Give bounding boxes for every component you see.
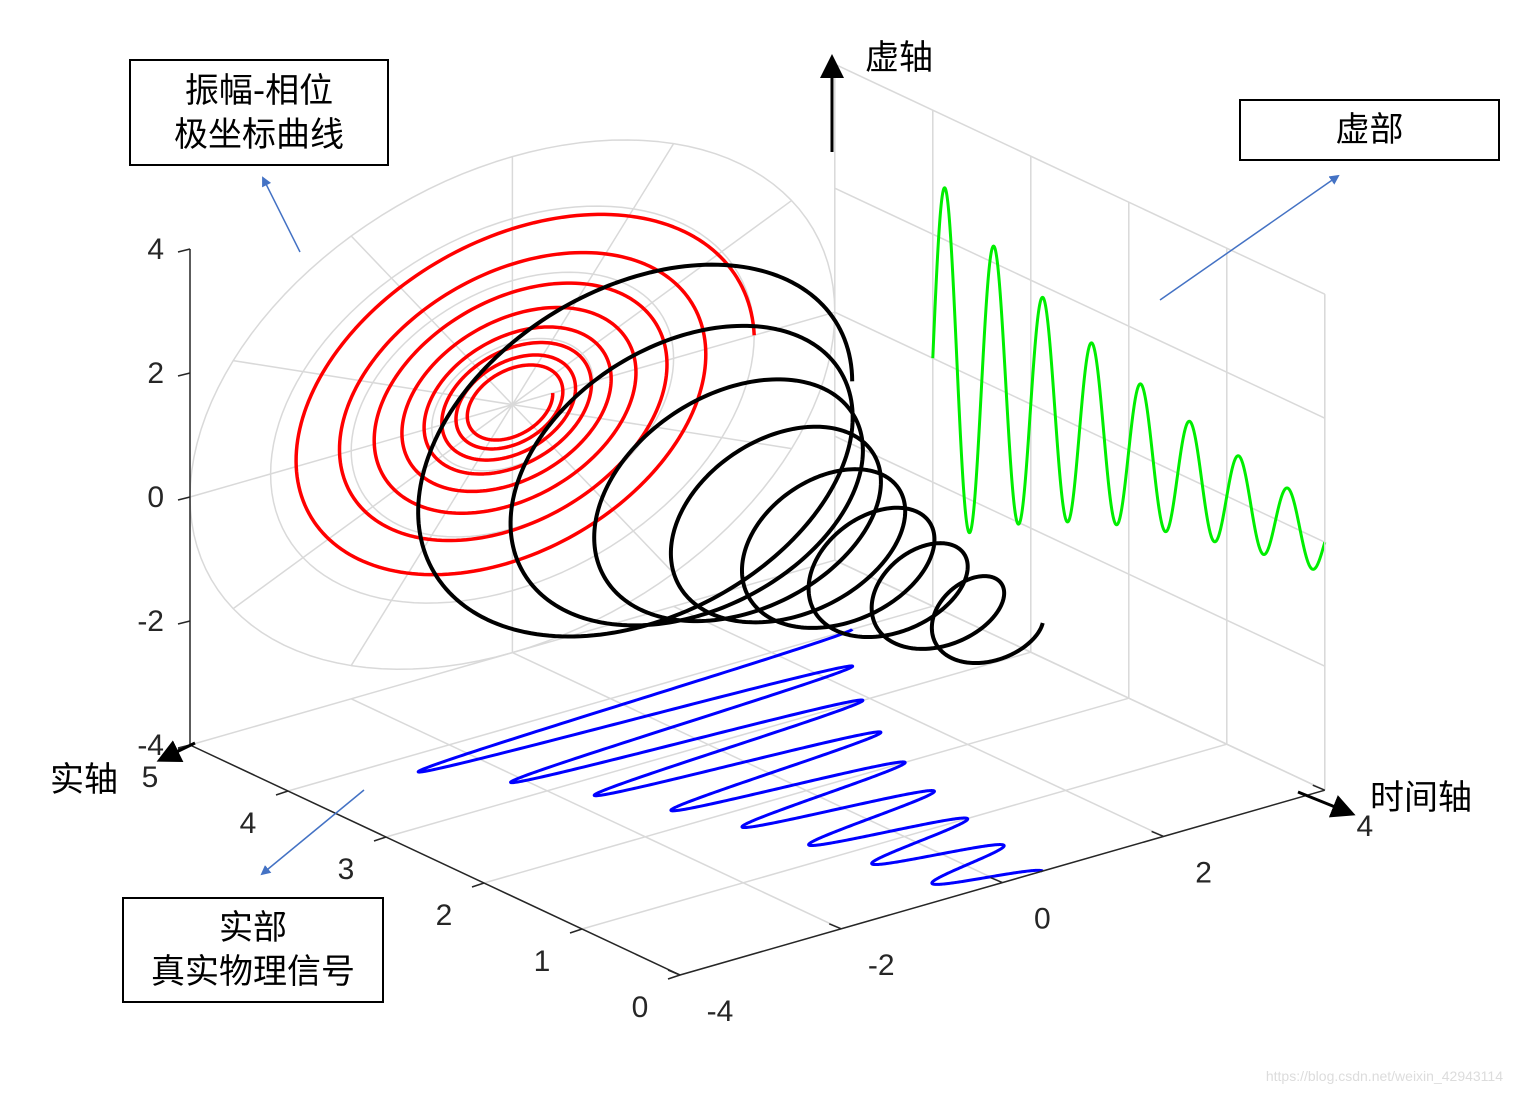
vertical-tick-label: -4 (137, 729, 164, 762)
annotation-arrows (156, 54, 1356, 876)
right-edge-tick-label: 0 (1034, 903, 1051, 936)
right-edge-tick (1151, 830, 1164, 838)
floor-grid-line (834, 559, 1326, 791)
left-edge-tick (667, 974, 681, 980)
right-edge-tick (1312, 784, 1326, 791)
complex-signal-helix (416, 262, 1045, 666)
left-edge-tick (373, 836, 387, 842)
curves (294, 186, 1327, 886)
polar-grid-spoke (512, 403, 792, 450)
imag-annotation-arrow (1159, 174, 1340, 301)
left-edge-tick (275, 790, 289, 796)
vertical-tick-label: 4 (147, 233, 164, 266)
vertical-tick (177, 620, 191, 625)
real-annotation-line2: 真实物理信号 (151, 952, 355, 992)
floor-grid-line (673, 605, 1164, 838)
wall-grid-line (834, 435, 1326, 667)
vertical-tick (177, 248, 191, 253)
right-edge-tick (667, 969, 681, 976)
right-edge-tick-label: 4 (1356, 810, 1373, 843)
left-edge-tick-label: 3 (338, 853, 355, 886)
real-annotation-line1: 实部 (219, 908, 287, 948)
polar-grid-spoke (189, 403, 513, 498)
imag-part-annotation: 虚部 (1239, 99, 1500, 161)
polar-grid-spoke (511, 143, 675, 405)
left-axis-label: 实轴 (50, 760, 118, 800)
left-edge-tick-label: 5 (142, 761, 159, 794)
left-edge-tick-label: 0 (632, 991, 649, 1024)
right-edge-tick-label: 2 (1195, 856, 1212, 889)
right-edge-tick (828, 923, 842, 930)
vertical-tick-label: -2 (137, 605, 164, 638)
left-edge-tick-label: 1 (534, 945, 551, 978)
wall-grid-line (834, 187, 1326, 419)
left-edge-tick (471, 882, 485, 888)
vertical-tick (177, 496, 191, 501)
right-axis-arrow (1297, 790, 1356, 818)
polar-curve-annotation: 振幅-相位 极坐标曲线 (129, 59, 389, 166)
left-edge-tick-label: 2 (436, 899, 453, 932)
right-edge-tick-label: -2 (868, 949, 895, 982)
wall-grid-line (834, 63, 1326, 295)
watermark: https://blog.csdn.net/weixin_42943114 (1265, 1068, 1503, 1084)
left-axis-arrow (156, 740, 196, 762)
left-edge-tick-label: 4 (240, 807, 257, 840)
left-edge-tick (569, 928, 583, 934)
real-part-annotation: 实部 真实物理信号 (122, 897, 384, 1003)
imag-projection-curve (931, 186, 1327, 571)
polar-projection-curve (294, 212, 756, 577)
floor-grid-line (350, 698, 842, 930)
right-axis-label: 时间轴 (1370, 778, 1472, 818)
right-edge-tick-label: -4 (707, 995, 734, 1028)
vertical-tick (177, 372, 191, 377)
vertical-tick-label: 0 (147, 481, 164, 514)
floor-grid-line (512, 651, 1003, 884)
vertical-axis-label: 虚轴 (865, 38, 933, 78)
polar-grid-spoke (511, 199, 793, 406)
imag-annotation-line1: 虚部 (1335, 110, 1404, 150)
right-edge-tick (990, 876, 1003, 884)
polar-grid-spoke (512, 311, 836, 406)
polar-grid-spoke (233, 359, 513, 406)
polar-annotation-line2: 极坐标曲线 (174, 115, 344, 155)
polar-annotation-arrow (262, 176, 301, 253)
real-projection-curve (416, 628, 1044, 886)
real-annotation-arrow (260, 789, 365, 876)
polar-annotation-line1: 振幅-相位 (184, 71, 334, 111)
polar-grid-spoke (350, 235, 513, 406)
vertical-tick-label: 2 (147, 357, 164, 390)
